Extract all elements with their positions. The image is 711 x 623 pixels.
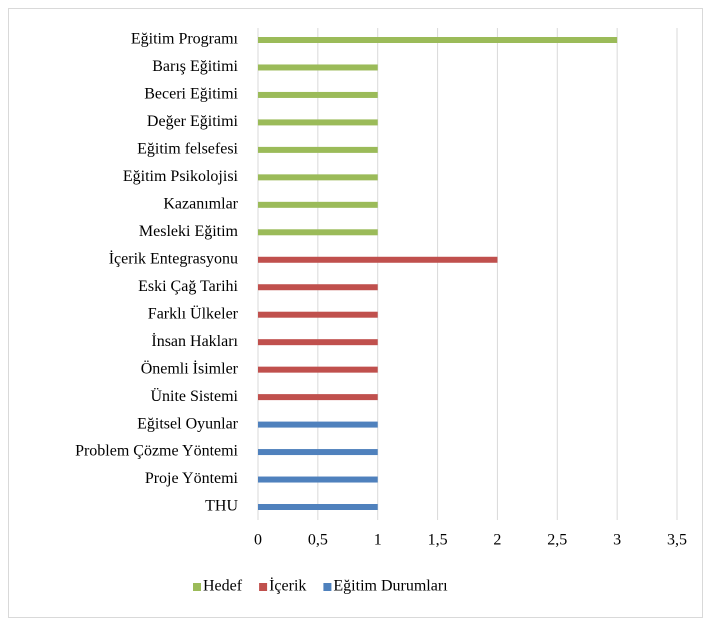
bar: [258, 119, 378, 126]
legend-label: Eğitim Durumları: [333, 578, 448, 595]
bar: [258, 311, 378, 318]
x-tick-label: 0,5: [308, 532, 328, 549]
y-tick-label: Eski Çağ Tarihi: [138, 278, 238, 295]
x-tick-label: 0: [254, 532, 262, 549]
y-tick-label: İnsan Hakları: [151, 332, 238, 350]
y-tick-label: Mesleki Eğitim: [139, 223, 239, 240]
bar: [258, 284, 378, 291]
y-tick-label: Eğitim Programı: [131, 31, 239, 48]
bar: [258, 476, 378, 483]
bar: [258, 146, 378, 153]
x-tick-label: 1,5: [428, 532, 448, 549]
legend-label: Hedef: [203, 578, 243, 595]
y-tick-label: Proje Yöntemi: [145, 470, 239, 487]
x-tick-label: 3,5: [667, 532, 687, 549]
bar: [258, 504, 378, 510]
bar: [258, 174, 378, 181]
legend-swatch: [259, 583, 268, 591]
bar: [258, 256, 498, 263]
y-tick-label: Eğitim Psikolojisi: [123, 168, 239, 185]
bar: [258, 64, 378, 71]
y-tick-label: Barış Eğitimi: [152, 58, 238, 75]
y-tick-label: Ünite Sistemi: [150, 387, 238, 405]
y-tick-label: Eğitsel Oyunlar: [137, 415, 239, 432]
bar: [258, 366, 378, 373]
y-tick-label: Eğitim felsefesi: [137, 141, 238, 158]
bar: [258, 421, 378, 428]
legend-swatch: [193, 583, 201, 591]
y-tick-label: İçerik Entegrasyonu: [109, 249, 238, 267]
y-tick-label: Önemli İsimler: [141, 359, 239, 377]
bar: [258, 449, 378, 456]
y-tick-label: Problem Çözme Yöntemi: [75, 443, 238, 460]
bar: [258, 229, 378, 236]
bar: [258, 339, 378, 346]
legend-label: İçerik: [269, 577, 306, 595]
x-tick-label: 2,5: [547, 532, 567, 549]
y-tick-label: Beceri Eğitimi: [144, 86, 238, 103]
bar: [258, 201, 378, 208]
bar: [258, 394, 378, 401]
x-tick-label: 2: [493, 532, 501, 549]
y-tick-label: Farklı Ülkeler: [148, 304, 239, 322]
y-tick-label: Kazanımlar: [163, 195, 238, 212]
bar: [258, 91, 378, 98]
bar: [258, 37, 618, 43]
y-tick-label: Değer Eğitimi: [147, 113, 239, 130]
x-tick-label: 1: [374, 532, 382, 549]
legend-swatch: [323, 583, 332, 591]
y-tick-label: THU: [205, 498, 238, 515]
x-tick-label: 3: [613, 532, 621, 549]
